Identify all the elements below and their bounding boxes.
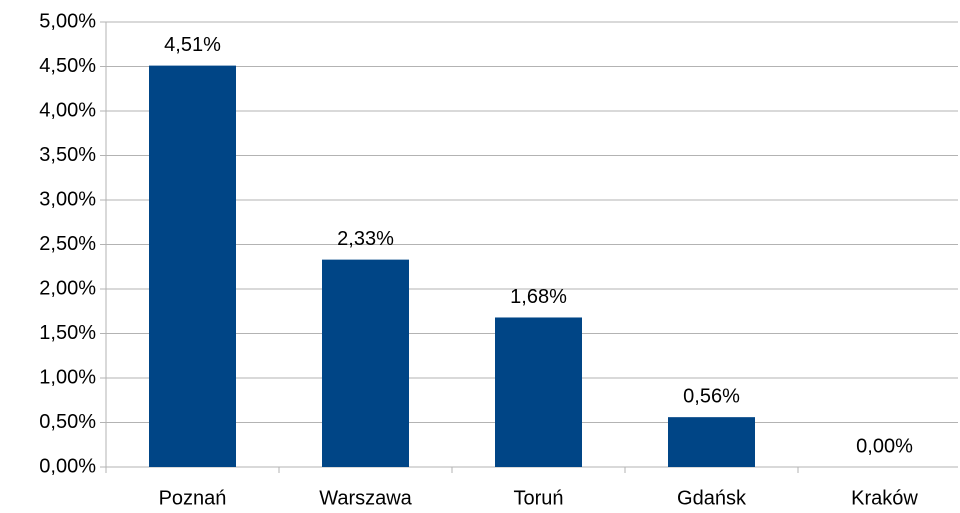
bar (149, 65, 236, 468)
y-tick-label: 5,00% (39, 10, 96, 32)
data-label: 4,51% (164, 34, 221, 56)
x-tick-label: Toruń (513, 487, 563, 509)
y-tick-label: 2,50% (39, 233, 96, 255)
y-tick-label: 1,50% (39, 322, 96, 344)
data-label: 0,56% (683, 385, 740, 407)
y-tick-label: 2,00% (39, 277, 96, 299)
y-tick-label: 0,00% (39, 455, 96, 477)
x-tick-label: Gdańsk (677, 487, 747, 509)
y-tick-label: 3,00% (39, 188, 96, 210)
y-tick-label: 1,00% (39, 366, 96, 388)
x-tick-label: Kraków (851, 487, 918, 509)
bar (322, 259, 409, 467)
y-tick-label: 4,50% (39, 55, 96, 77)
data-label: 0,00% (856, 435, 913, 457)
y-tick-label: 3,50% (39, 144, 96, 166)
bar (495, 317, 582, 467)
bar (668, 417, 755, 467)
x-tick-label: Poznań (159, 487, 227, 509)
data-label: 2,33% (337, 228, 394, 250)
x-tick-label: Warszawa (319, 487, 412, 509)
y-tick-label: 0,50% (39, 411, 96, 433)
y-tick-label: 4,00% (39, 99, 96, 121)
data-label: 1,68% (510, 286, 567, 308)
